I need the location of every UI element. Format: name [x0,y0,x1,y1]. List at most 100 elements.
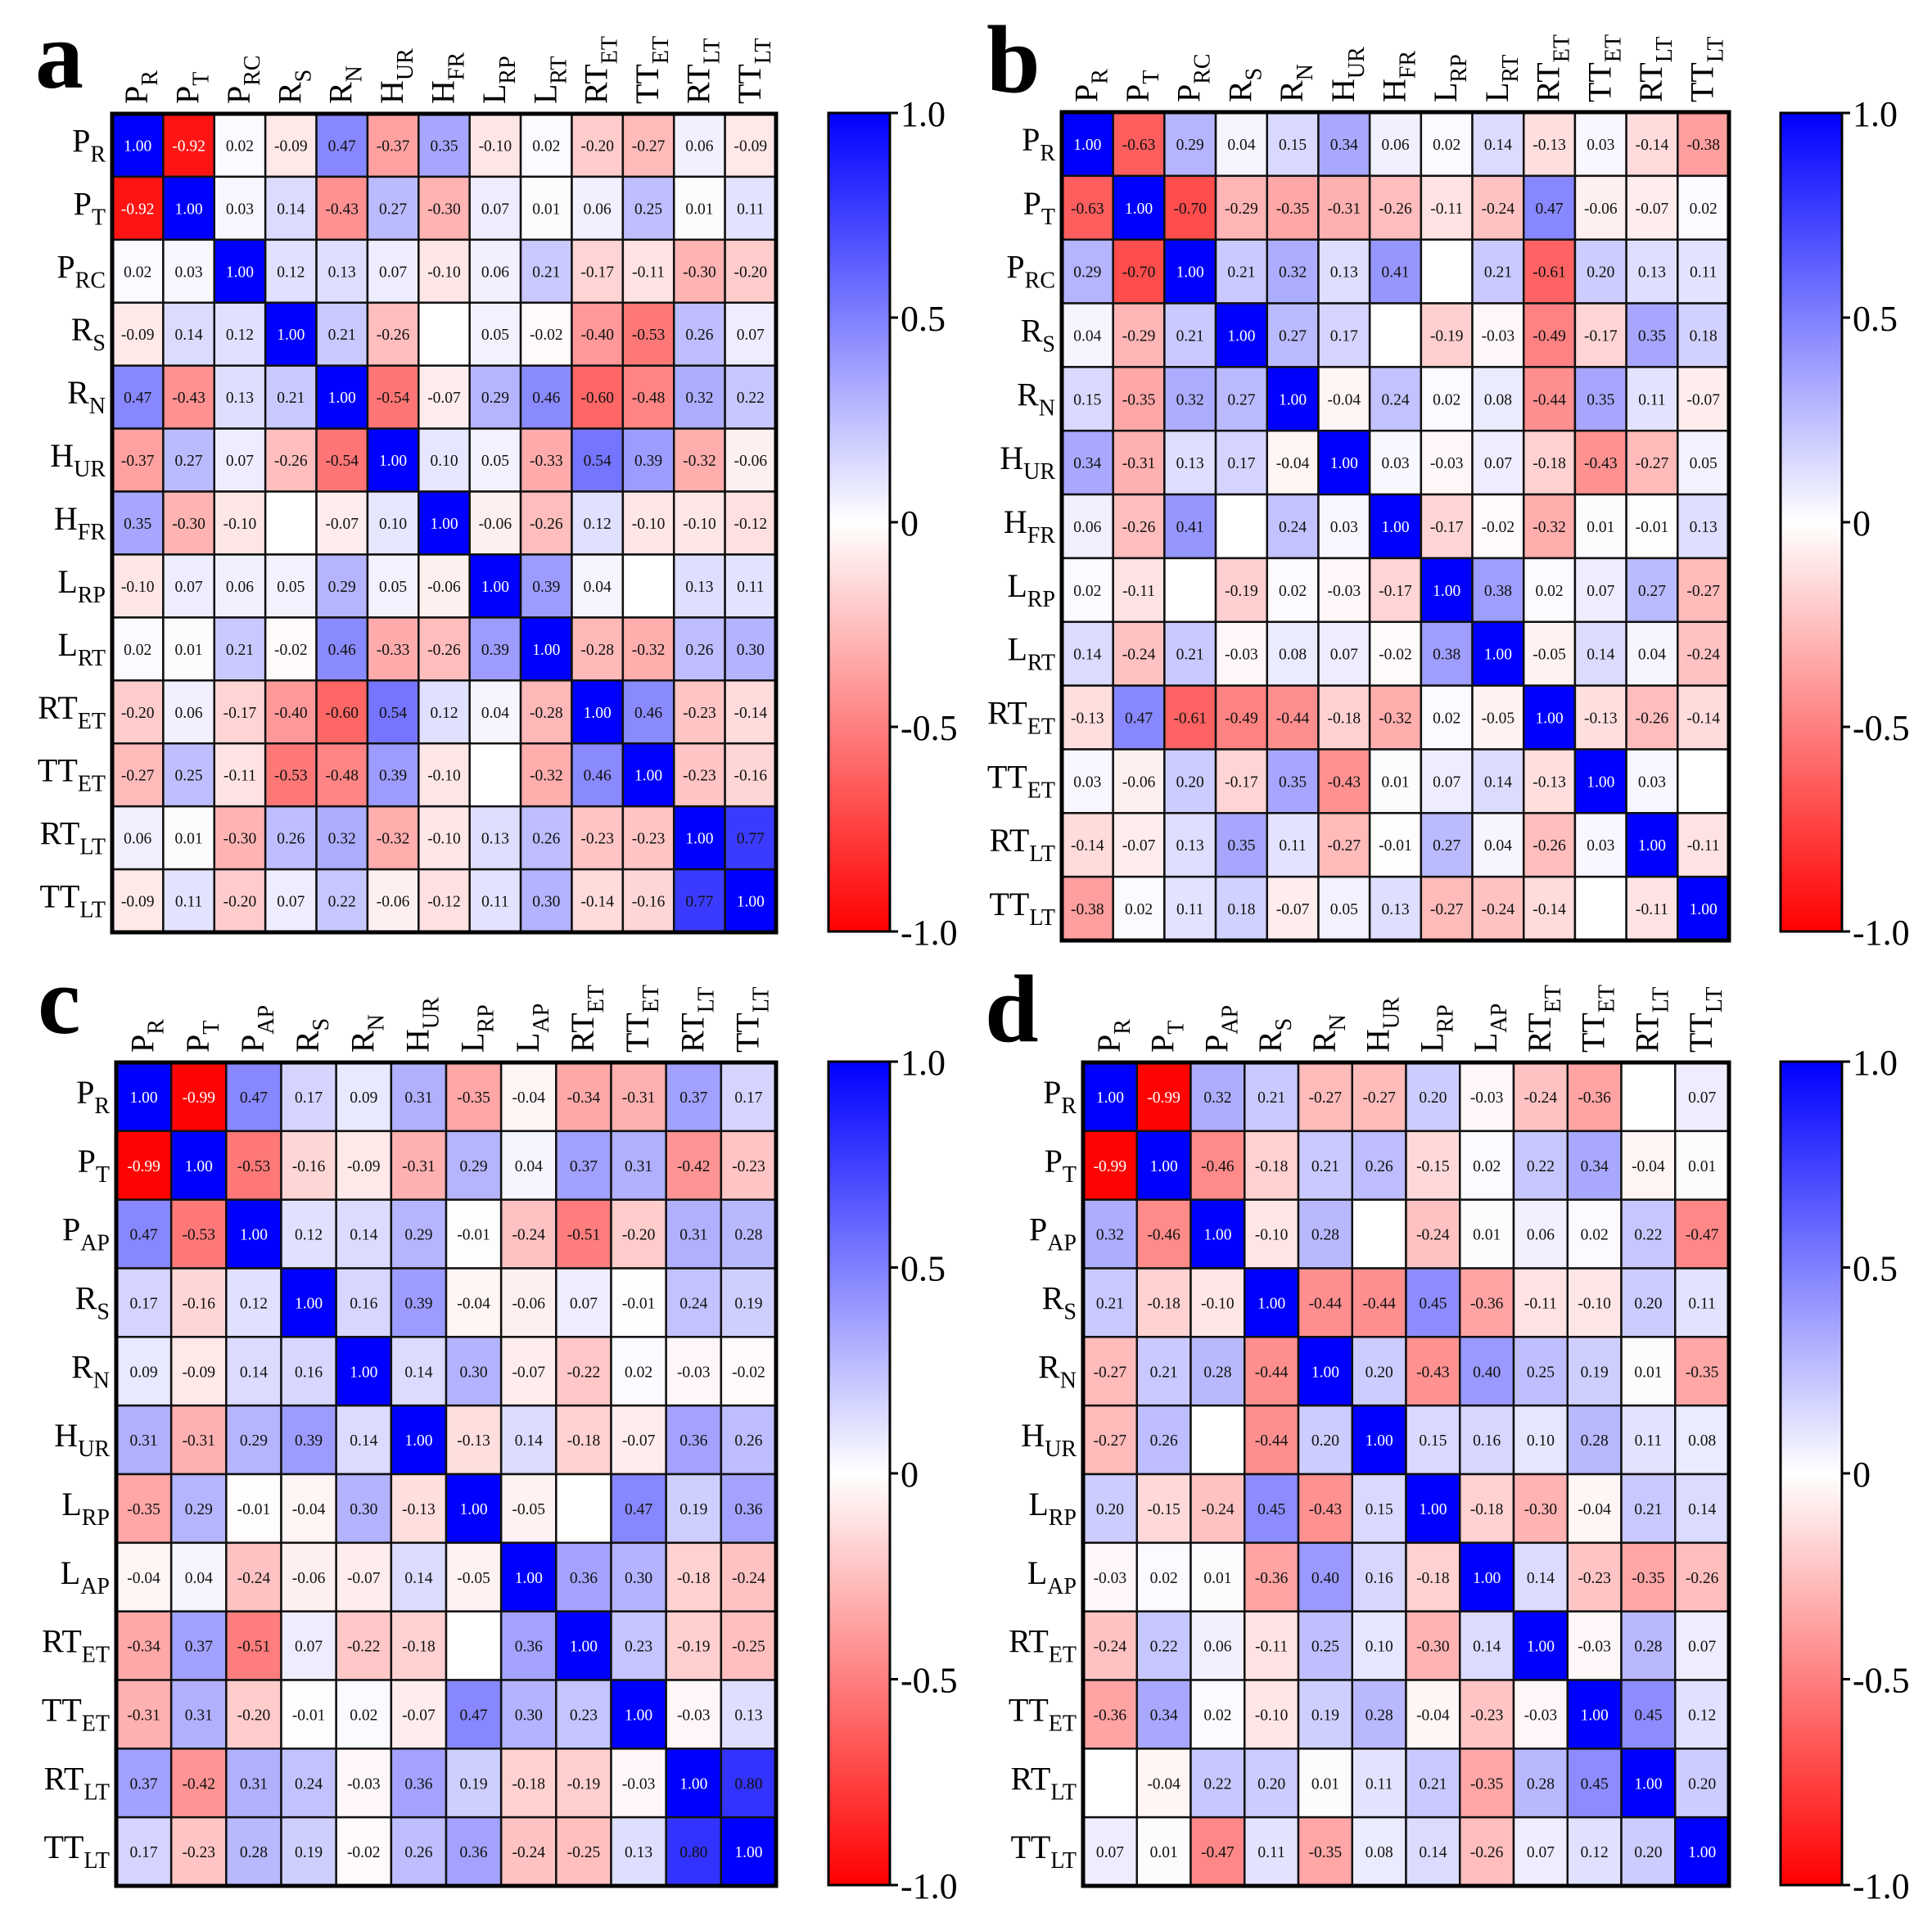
cell-value-label: -0.18 [1147,1295,1180,1312]
cell-value-label: -0.18 [567,1432,601,1450]
heatmap-cell-a-r6-c10 [621,490,675,556]
heatmap-cell-a-r10-c7 [468,742,522,808]
cell-value-label: -0.26 [274,453,308,470]
colorbar-a [827,111,892,933]
heatmap-cell-d-r7-c6 [1405,1541,1461,1613]
cell-value-label: -0.18 [1327,710,1361,728]
cell-value-label: -0.03 [677,1707,711,1724]
heatmap-cell-d-r9-c2 [1189,1679,1246,1750]
heatmap-cell-c-r8-c7 [499,1610,557,1681]
heatmap-cell-b-r9-c5 [1317,684,1371,751]
heatmap-cell-c-r10-c4 [335,1748,393,1819]
heatmap-cell-b-r7-c1 [1112,557,1166,624]
cell-value-label: -0.10 [121,579,155,596]
heatmap-cell-a-r0-c9 [571,112,625,178]
cell-value-label: 0.17 [734,1089,762,1107]
cell-value-label: -0.63 [1071,201,1104,218]
colorbar-tick-label: 0.5 [901,299,946,339]
heatmap-cell-a-r4-c1 [162,364,216,430]
cell-value-label: -0.06 [1584,201,1618,218]
cell-value-label: -0.27 [1636,455,1669,472]
heatmap-cell-d-r7-c5 [1351,1541,1407,1613]
cell-value-label: 0.07 [1484,455,1512,472]
heatmap-cell-c-r10-c11 [720,1748,778,1819]
cell-value-label: -0.25 [567,1844,601,1861]
heatmap-cell-c-r1-c9 [610,1130,667,1201]
cell-value-label: 0.27 [1433,837,1460,855]
cell-value-label: -0.27 [1094,1432,1127,1450]
column-label-b-5: HUR [1325,47,1370,102]
cell-value-label: 0.54 [584,453,612,470]
cell-value-label: 0.22 [328,894,356,911]
row-label-d-3: RS [1042,1279,1077,1324]
heatmap-cell-a-r7-c10 [621,553,675,619]
cell-value-label: 0.12 [295,1227,323,1244]
cell-value-label: 0.02 [1581,1227,1609,1244]
heatmap-cell-a-r0-c11 [672,112,726,178]
cell-value-label: 1.00 [634,768,662,785]
cell-value-label: 0.07 [1527,1844,1555,1861]
cell-value-label: -0.05 [457,1570,490,1587]
cell-value-label: 1.00 [1096,1089,1124,1107]
heatmap-cell-d-r0-c2 [1189,1061,1246,1133]
cell-value-label: -0.09 [734,138,767,155]
cell-value-label: 0.30 [515,1707,543,1724]
heatmap-cell-d-r5-c8 [1512,1404,1569,1476]
row-label-a-8: LRT [57,626,106,671]
row-label-c-9: TTET [42,1691,110,1736]
cell-value-label: -0.26 [427,642,461,659]
cell-value-label: 0.07 [277,894,305,911]
heatmap-cell-a-r9-c12 [724,679,778,745]
cell-value-label: 0.08 [1279,647,1307,664]
cell-value-label: 0.45 [1419,1295,1447,1312]
heatmap-cell-b-r6-c7 [1420,493,1474,560]
cell-value-label: 0.01 [685,201,713,218]
cell-value-label: -0.43 [1327,774,1361,791]
column-label-a-7: LRP [476,56,521,104]
cell-value-label: 0.34 [1073,455,1101,472]
cell-value-label: -0.44 [1362,1295,1396,1312]
cell-value-label: 0.10 [1365,1639,1393,1656]
cell-value-label: 0.77 [685,894,713,911]
cell-value-label: 0.04 [185,1570,213,1587]
cell-value-label: -0.18 [1470,1501,1504,1518]
cell-value-label: 0.22 [1634,1227,1662,1244]
cell-value-label: 0.02 [1536,583,1564,600]
column-label-d-6: LRP [1413,1004,1458,1053]
cell-value-label: 0.20 [1365,1364,1393,1381]
cell-value-label: 0.13 [1176,455,1204,472]
cell-value-label: 1.00 [532,642,560,659]
cell-value-label: 0.35 [1638,327,1666,345]
cell-value-label: 0.31 [240,1775,268,1793]
cell-value-label: 1.00 [625,1707,652,1724]
heatmap-cell-a-r5-c3 [264,427,318,493]
row-label-a-5: HUR [50,437,106,482]
heatmap-cell-b-r1-c7 [1420,174,1474,241]
cell-value-label: -0.26 [1686,1570,1719,1587]
heatmap-cell-d-r1-c3 [1244,1130,1300,1201]
cell-value-label: -0.34 [127,1639,160,1656]
heatmap-cell-a-r6-c8 [519,490,573,556]
cell-value-label: 0.07 [1330,647,1358,664]
cell-value-label: -0.47 [1686,1227,1719,1244]
cell-value-label: -0.14 [1071,837,1104,855]
cell-value-label: -0.24 [1094,1639,1127,1656]
cell-value-label: 1.00 [481,579,509,596]
colorbar-tick-label: 1.0 [1853,94,1898,134]
cell-value-label: 0.02 [1125,901,1153,918]
cell-value-label: 0.08 [1365,1844,1393,1861]
cell-value-label: 0.21 [1227,264,1255,282]
cell-value-label: 1.00 [1473,1570,1501,1587]
cell-value-label: -0.10 [1201,1295,1235,1312]
cell-value-label: 0.20 [1176,774,1204,791]
heatmap-cell-a-r4-c2 [213,364,267,430]
heatmap-cell-b-r10-c5 [1317,748,1371,814]
cell-value-label: -0.18 [1255,1158,1289,1175]
cell-value-label: 0.10 [1527,1432,1555,1450]
cell-value-label: -0.09 [182,1364,215,1381]
heatmap-cell-d-r6-c11 [1674,1473,1731,1545]
cell-value-label: 0.02 [532,138,560,155]
cell-value-label: -0.30 [223,831,257,848]
cell-value-label: 0.13 [1176,837,1204,855]
heatmap-cell-b-r1-c4 [1266,174,1320,241]
